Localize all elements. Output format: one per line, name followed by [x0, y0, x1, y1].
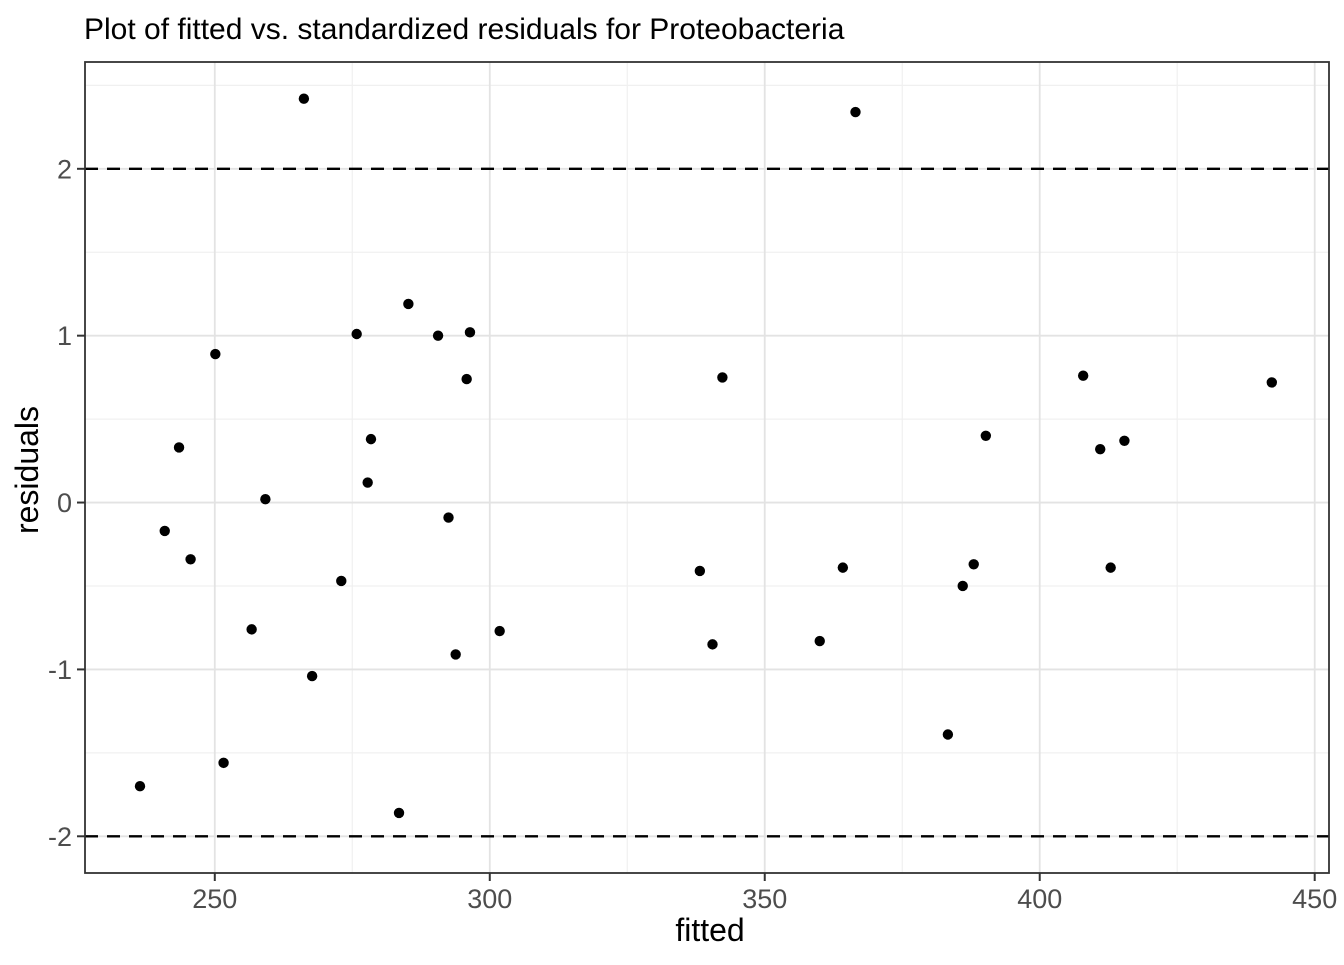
data-point	[159, 525, 170, 537]
data-point	[298, 93, 310, 104]
data-point	[694, 565, 706, 577]
data-point	[432, 330, 444, 341]
data-point	[365, 433, 377, 445]
data-point	[450, 649, 461, 660]
data-point	[210, 348, 221, 360]
data-point	[403, 298, 414, 310]
data-point	[980, 430, 992, 441]
data-point	[1105, 562, 1116, 573]
data-point	[351, 328, 362, 340]
y-tick-label: -2	[48, 822, 72, 852]
data-point	[837, 562, 849, 573]
data-point	[464, 327, 476, 338]
data-point	[850, 106, 861, 118]
x-axis-title: fitted	[675, 912, 744, 948]
x-tick-label: 350	[742, 884, 787, 914]
chart-title: Plot of fitted vs. standardized residual…	[84, 13, 845, 46]
x-tick-label: 300	[467, 884, 512, 914]
data-point	[957, 580, 968, 592]
panel-background	[85, 62, 1329, 873]
y-tick-label: -1	[48, 655, 72, 685]
panel-border	[84, 61, 1330, 874]
data-point	[1077, 370, 1089, 381]
data-point	[246, 624, 257, 635]
x-tick-label: 450	[1292, 884, 1337, 914]
data-point	[707, 639, 718, 650]
data-point	[393, 807, 405, 819]
plot-panel: 250 300 350 400 450 -2 -1 0 1 2	[48, 61, 1337, 914]
data-point	[814, 635, 825, 647]
x-tick-label: 400	[1017, 884, 1062, 914]
x-tick-label: 250	[192, 884, 237, 914]
y-axis-title: residuals	[9, 406, 45, 534]
data-point	[1266, 377, 1278, 388]
data-point	[1119, 435, 1130, 447]
y-tick-label: 1	[57, 321, 72, 351]
data-point	[461, 373, 472, 385]
data-point	[968, 559, 979, 570]
data-point	[306, 670, 318, 682]
data-point	[218, 757, 229, 769]
data-point	[443, 512, 454, 523]
data-point	[336, 575, 347, 587]
data-point	[1095, 443, 1106, 455]
data-point	[942, 729, 954, 740]
data-point	[134, 781, 146, 792]
data-point	[185, 554, 196, 565]
data-point	[494, 625, 505, 637]
data-point	[260, 494, 271, 505]
data-point	[717, 372, 728, 383]
y-tick-label: 0	[57, 488, 72, 518]
data-point	[173, 442, 185, 453]
data-point	[362, 477, 373, 488]
y-tick-label: 2	[57, 154, 72, 184]
